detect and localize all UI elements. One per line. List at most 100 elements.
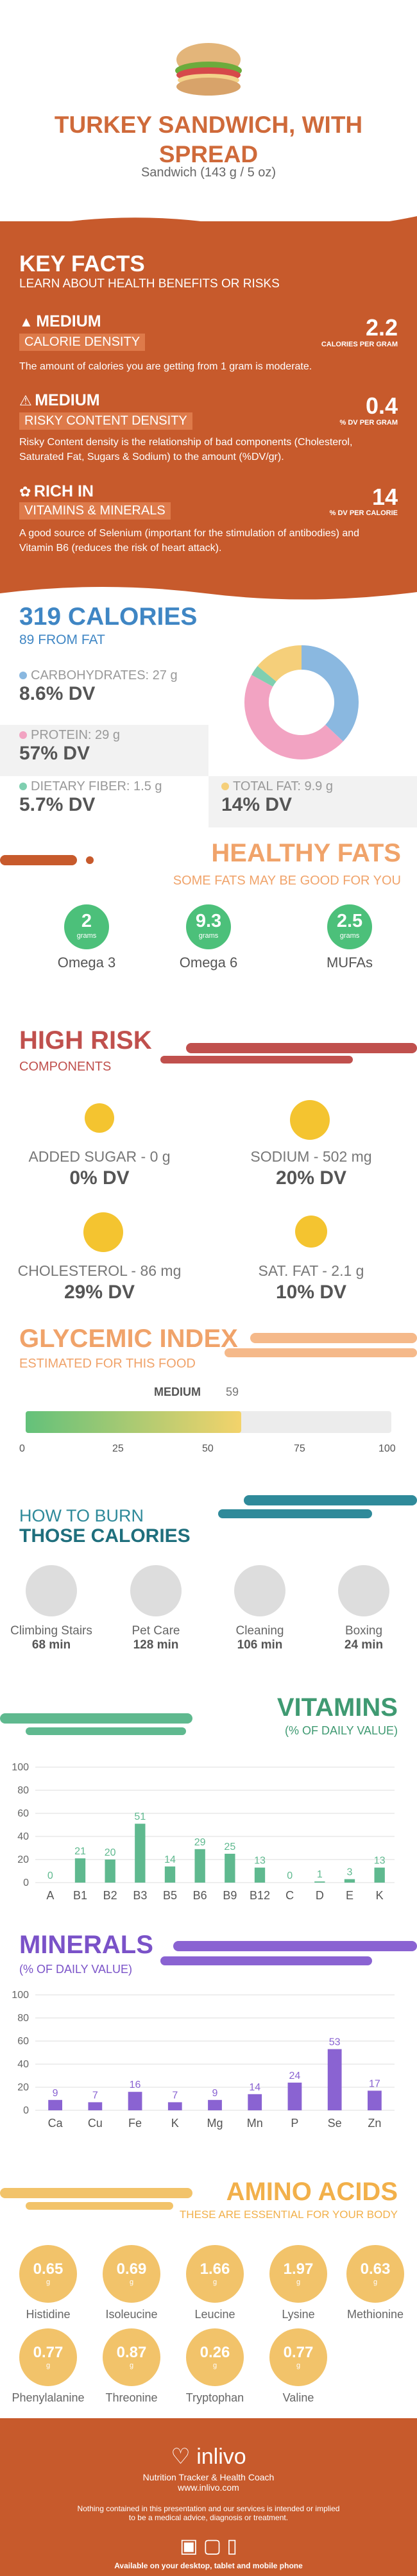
vitamin-value-label: 51 — [134, 1811, 146, 1822]
sodium-dv: 20% DV — [275, 1167, 347, 1189]
amino-badge: 0.87 g — [103, 2328, 160, 2386]
donut-slice-carbs — [301, 645, 359, 741]
vitamin-category-label: B9 — [223, 1889, 237, 1902]
fiber-stat: DIETARY FIBER: 1.5 g 5.7% DV — [19, 779, 162, 815]
mineral-value-label: 24 — [289, 2071, 301, 2081]
footer: ♡ inlivo Nutrition Tracker & Health Coac… — [0, 2418, 417, 2576]
vitamins-minerals-label: VITAMINS & MINERALS — [19, 502, 171, 520]
amino-item: 0.87 g Threonine — [90, 2328, 173, 2405]
amino-value: 1.66 — [200, 2260, 230, 2278]
mineral-value-label: 17 — [369, 2078, 380, 2089]
vitamin-category-label: B3 — [133, 1889, 147, 1902]
glycemic-bar — [26, 1411, 391, 1433]
vitamin-category-label: E — [346, 1889, 353, 1902]
mineral-ytick: 80 — [17, 2013, 29, 2024]
vitamin-value-label: 13 — [254, 1856, 266, 1867]
healthy-fats-subtitle: SOME FATS MAY BE GOOD FOR YOU — [173, 874, 401, 888]
glycemic-bar-fill — [26, 1411, 242, 1433]
devices-icon: ▣ ▢ ▯ — [180, 2536, 237, 2557]
key-facts-panel — [0, 221, 417, 587]
vitamin-value-label: 29 — [194, 1837, 206, 1848]
mineral-category-label: Cu — [88, 2117, 103, 2130]
glycemic-level: MEDIUM — [154, 1385, 201, 1398]
omega3-item: 2 grams Omega 3 — [35, 904, 138, 971]
amino-name: Phenylalanine — [12, 2391, 85, 2404]
grin-icon — [85, 1103, 114, 1133]
vitamin-category-label: B1 — [73, 1889, 87, 1902]
glycemic-value: 59 — [226, 1385, 239, 1398]
inlivo-logo: ♡ inlivo — [171, 2445, 246, 2469]
carbs-stat: CARBOHYDRATES: 27 g 8.6% DV — [19, 668, 178, 704]
amino-badge: 0.63 g — [346, 2245, 404, 2303]
vitamin-category-label: B12 — [250, 1889, 270, 1902]
mineral-category-label: P — [291, 2117, 298, 2130]
amino-name: Tryptophan — [185, 2391, 244, 2404]
amino-unit: g — [373, 2278, 378, 2286]
footer-url[interactable]: www.inlivo.com — [178, 2482, 239, 2493]
added-sugar-label: ADDED SUGAR - 0 g — [28, 1148, 171, 1165]
glycemic-title: GLYCEMIC INDEX — [19, 1325, 238, 1353]
donut-slice-fiber — [251, 666, 277, 687]
vitamin-bar — [314, 1881, 325, 1883]
burn-header-bar — [218, 1495, 417, 1518]
mineral-category-label: K — [171, 2117, 179, 2130]
mineral-value-label: 9 — [212, 2088, 218, 2099]
risky-content-unit: % DV PER GRAM — [339, 419, 398, 427]
vitamin-bar — [344, 1879, 355, 1883]
amino-value: 0.65 — [33, 2260, 64, 2278]
calories-from-fat: 89 FROM FAT — [19, 632, 105, 647]
fat-stat-bg — [208, 776, 417, 827]
vitamin-category-label: C — [285, 1889, 294, 1902]
added-sugar-dv: 0% DV — [69, 1167, 130, 1189]
amino-header-bar — [0, 2188, 192, 2210]
amino-unit: g — [212, 2278, 217, 2286]
burn-title-1: HOW TO BURN — [19, 1506, 144, 1525]
amino-unit: g — [296, 2362, 301, 2369]
burn-pet-care: Pet Care 128 min — [108, 1565, 204, 1652]
mineral-bar — [167, 2102, 182, 2110]
amino-name: Valine — [282, 2391, 314, 2404]
footer-platforms: Available on your desktop, tablet and mo… — [114, 2561, 303, 2570]
mineral-ytick: 40 — [17, 2059, 29, 2070]
protein-stat-bg — [0, 725, 208, 776]
amino-value: 0.77 — [283, 2344, 314, 2361]
mineral-bar — [327, 2049, 342, 2110]
sodium-label: SODIUM - 502 mg — [250, 1148, 372, 1165]
minerals-title: MINERALS — [19, 1931, 153, 1959]
vitamin-value-label: 14 — [164, 1854, 176, 1865]
mineral-category-label: Ca — [48, 2117, 64, 2130]
risky-content-value: 0.4 — [365, 393, 398, 419]
vitamins-chart: 0204060801000A21B120B251B314B529B625B913… — [12, 1762, 395, 1902]
warning-icon: ⚠ — [19, 393, 32, 409]
mineral-bar — [248, 2094, 262, 2110]
vitamin-bar — [105, 1860, 115, 1883]
risky-content-label: RISKY CONTENT DENSITY — [19, 412, 192, 430]
wave-bottom — [0, 580, 417, 600]
amino-item: 0.77 g Phenylalanine — [6, 2328, 90, 2405]
vitamin-ytick: 20 — [17, 1854, 29, 1865]
vitamin-value-label: 1 — [317, 1869, 323, 1880]
vitamins-minerals-unit: % DV PER CALORIE — [329, 509, 398, 517]
risk-header-bar — [160, 1043, 417, 1063]
amino-unit: g — [129, 2278, 134, 2286]
vitamins-subtitle: (% OF DAILY VALUE) — [284, 1724, 398, 1737]
mineral-value-label: 16 — [130, 2080, 141, 2090]
vitamin-bar — [374, 1867, 385, 1883]
mineral-value-label: 9 — [53, 2088, 58, 2099]
mineral-category-label: Mg — [207, 2117, 223, 2130]
vitamin-value-label: 13 — [374, 1856, 386, 1867]
minerals-subtitle: (% OF DAILY VALUE) — [19, 1963, 133, 1976]
minerals-chart: 0 20 40 60 80 100 9 Ca 7 Cu 16 Fe 7 K 9 Mg 14 Mn 24 P 53 Se 17… — [12, 1990, 395, 2130]
sat-fat-label: SAT. FAT - 2.1 g — [258, 1262, 364, 1279]
macro-donut-chart — [244, 645, 359, 759]
boxing-icon — [338, 1565, 389, 1616]
mineral-category-label: Mn — [247, 2117, 263, 2130]
burn-boxing: Boxing 24 min — [316, 1565, 412, 1652]
vitamin-ytick: 80 — [17, 1785, 29, 1796]
fats-header-bar — [0, 855, 94, 865]
vitamin-ytick: 0 — [23, 1877, 29, 1888]
mineral-bar — [208, 2099, 222, 2110]
dog-walk-icon — [130, 1565, 182, 1616]
burn-title-2: THOSE CALORIES — [19, 1525, 191, 1546]
amino-item: 0.63 g Methionine — [334, 2245, 417, 2321]
